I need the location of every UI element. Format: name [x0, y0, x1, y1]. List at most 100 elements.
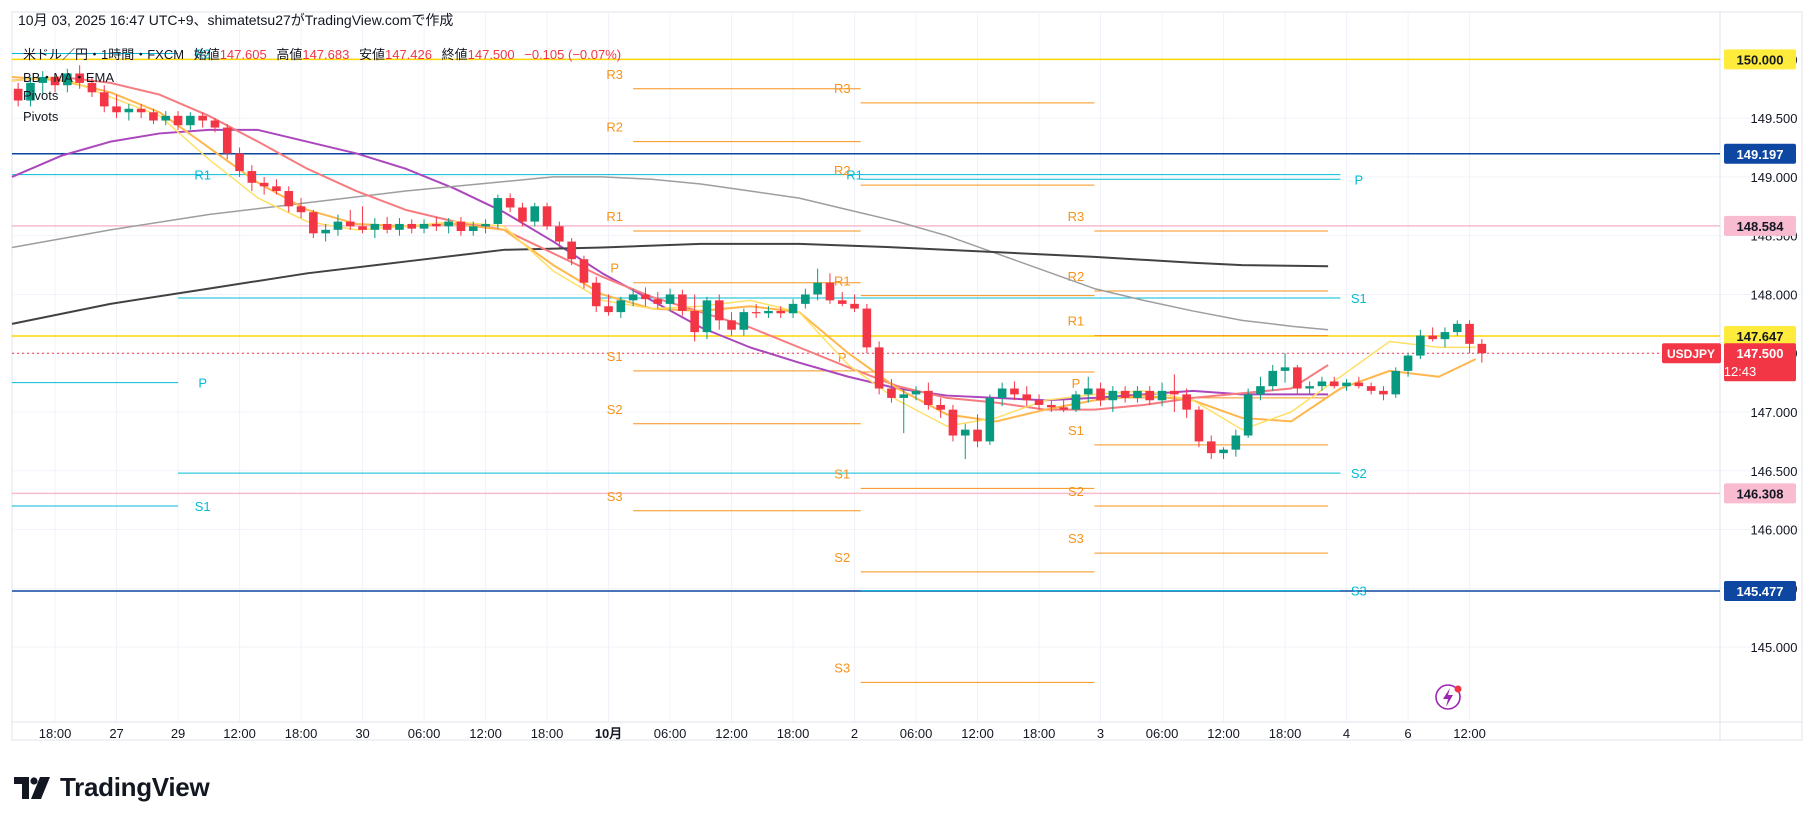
candle-body-100 — [1243, 394, 1253, 436]
candle-body-119 — [1477, 343, 1487, 354]
indicator-bb-ma-ema[interactable]: BB・MA・EMA — [23, 70, 115, 85]
candle-body-110 — [1366, 386, 1376, 391]
candle-body-39 — [493, 198, 503, 224]
candle-body-87 — [1083, 388, 1093, 395]
candle-body-59 — [739, 312, 749, 330]
candle-body-103 — [1280, 367, 1290, 371]
y-tick-label-2: 146.000 — [1751, 523, 1798, 538]
candle-body-5 — [75, 73, 84, 83]
candle-body-31 — [395, 223, 404, 230]
candle-body-23 — [296, 206, 306, 213]
candle-body-84 — [1047, 404, 1056, 408]
candle-body-78 — [973, 429, 982, 442]
candle-body-20 — [259, 182, 269, 187]
candle-body-6 — [87, 82, 97, 93]
candle-body-3 — [50, 77, 60, 86]
high-label: 高値 — [276, 47, 303, 62]
candle-body-28 — [358, 226, 367, 230]
tradingview-logo-text: TradingView — [60, 772, 210, 802]
candle-body-97 — [1206, 441, 1216, 454]
candle-body-95 — [1182, 394, 1191, 410]
x-tick-label-10: 06:00 — [654, 726, 687, 741]
price-label-bg-0 — [1724, 49, 1796, 70]
candle-body-63 — [788, 303, 798, 314]
change-value: −0.105 (−0.07%) — [524, 47, 622, 62]
candle-body-4 — [63, 73, 72, 86]
y-tick-label-3: 146.500 — [1751, 464, 1798, 479]
ma-line-ema_purple — [11, 128, 1329, 402]
x-tick-label-19: 12:00 — [1207, 726, 1240, 741]
candle-body-67 — [837, 300, 847, 304]
x-tick-label-9: 10月 — [595, 726, 622, 741]
candle-body-116 — [1440, 332, 1450, 340]
candle-body-48 — [604, 306, 613, 313]
x-tick-label-15: 12:00 — [961, 726, 994, 741]
candle-body-9 — [124, 108, 134, 113]
pivot-orange-label-19: S2 — [1068, 484, 1084, 499]
x-tick-label-13: 2 — [851, 726, 858, 741]
pivot-cyan-label-1: S1 — [195, 499, 211, 514]
price-label-1: 149.197 — [1737, 147, 1784, 162]
pivot-orange-label-13: S3 — [834, 660, 850, 675]
candle-body-105 — [1305, 386, 1314, 389]
candle-body-29 — [370, 223, 380, 230]
candle-body-34 — [432, 223, 441, 227]
candle-body-49 — [616, 300, 626, 313]
candle-body-113 — [1403, 355, 1413, 371]
candle-body-46 — [579, 259, 589, 283]
indicator-pivots-1[interactable]: Pivots — [23, 88, 59, 103]
y-tick-label-4: 147.000 — [1751, 405, 1798, 420]
candle-body-81 — [1010, 388, 1019, 395]
close-label: 終値 — [441, 47, 468, 62]
pivot-orange-label-20: S3 — [1068, 531, 1084, 546]
candle-body-50 — [628, 294, 638, 301]
candle-body-11 — [149, 112, 158, 121]
candle-body-85 — [1059, 407, 1068, 410]
y-tick-label-6: 148.000 — [1751, 287, 1798, 302]
x-tick-label-3: 12:00 — [223, 726, 256, 741]
pivot-orange-label-12: S2 — [834, 550, 850, 565]
x-tick-label-12: 18:00 — [777, 726, 810, 741]
candle-body-90 — [1120, 390, 1130, 398]
candle-body-106 — [1317, 381, 1327, 387]
candle-body-65 — [813, 282, 822, 295]
pivot-orange-label-11: S1 — [834, 466, 850, 481]
candle-body-71 — [887, 388, 896, 398]
indicator-pivots-2[interactable]: Pivots — [23, 109, 59, 124]
pivot-orange-label-16: R1 — [1068, 314, 1085, 329]
candle-body-36 — [456, 221, 466, 231]
pivot-cyan-label-4: R1 — [846, 168, 863, 183]
price-label-bg-1 — [1724, 143, 1796, 164]
candle-body-104 — [1293, 367, 1302, 389]
candle-body-109 — [1354, 382, 1364, 387]
candle-body-69 — [862, 308, 872, 348]
symbol-name: 米ドル／円・1時間・FXCM — [23, 47, 185, 62]
x-tick-label-16: 18:00 — [1023, 726, 1056, 741]
candle-body-55 — [690, 310, 699, 333]
candle-body-62 — [776, 310, 786, 314]
x-tick-label-17: 3 — [1097, 726, 1104, 741]
pivot-cyan-label-8: S3 — [1351, 584, 1367, 599]
pivot-orange-label-5: S2 — [607, 402, 623, 417]
candle-body-42 — [530, 206, 540, 222]
x-tick-label-21: 4 — [1343, 726, 1350, 741]
pivot-orange-label-8: R2 — [834, 163, 851, 178]
pivot-orange-label-18: S1 — [1068, 423, 1084, 438]
candle-body-98 — [1219, 449, 1228, 454]
tradingview-logo[interactable]: TradingView — [14, 772, 210, 803]
candle-body-33 — [419, 223, 429, 229]
x-tick-label-0: 18:00 — [39, 726, 72, 741]
tradingview-logo-icon — [14, 776, 50, 799]
y-tick-label-0: 145.000 — [1751, 640, 1798, 655]
price-label-bg-6 — [1724, 581, 1796, 602]
candle-body-66 — [825, 282, 835, 301]
pivot-cyan-label-0: P — [198, 376, 207, 391]
candle-body-21 — [272, 186, 281, 192]
candle-body-18 — [235, 153, 244, 172]
candle-body-44 — [555, 226, 564, 242]
candle-body-73 — [911, 390, 921, 395]
flash-bolt-icon — [1443, 688, 1453, 707]
candle-body-54 — [678, 294, 687, 311]
candle-body-86 — [1071, 394, 1081, 410]
